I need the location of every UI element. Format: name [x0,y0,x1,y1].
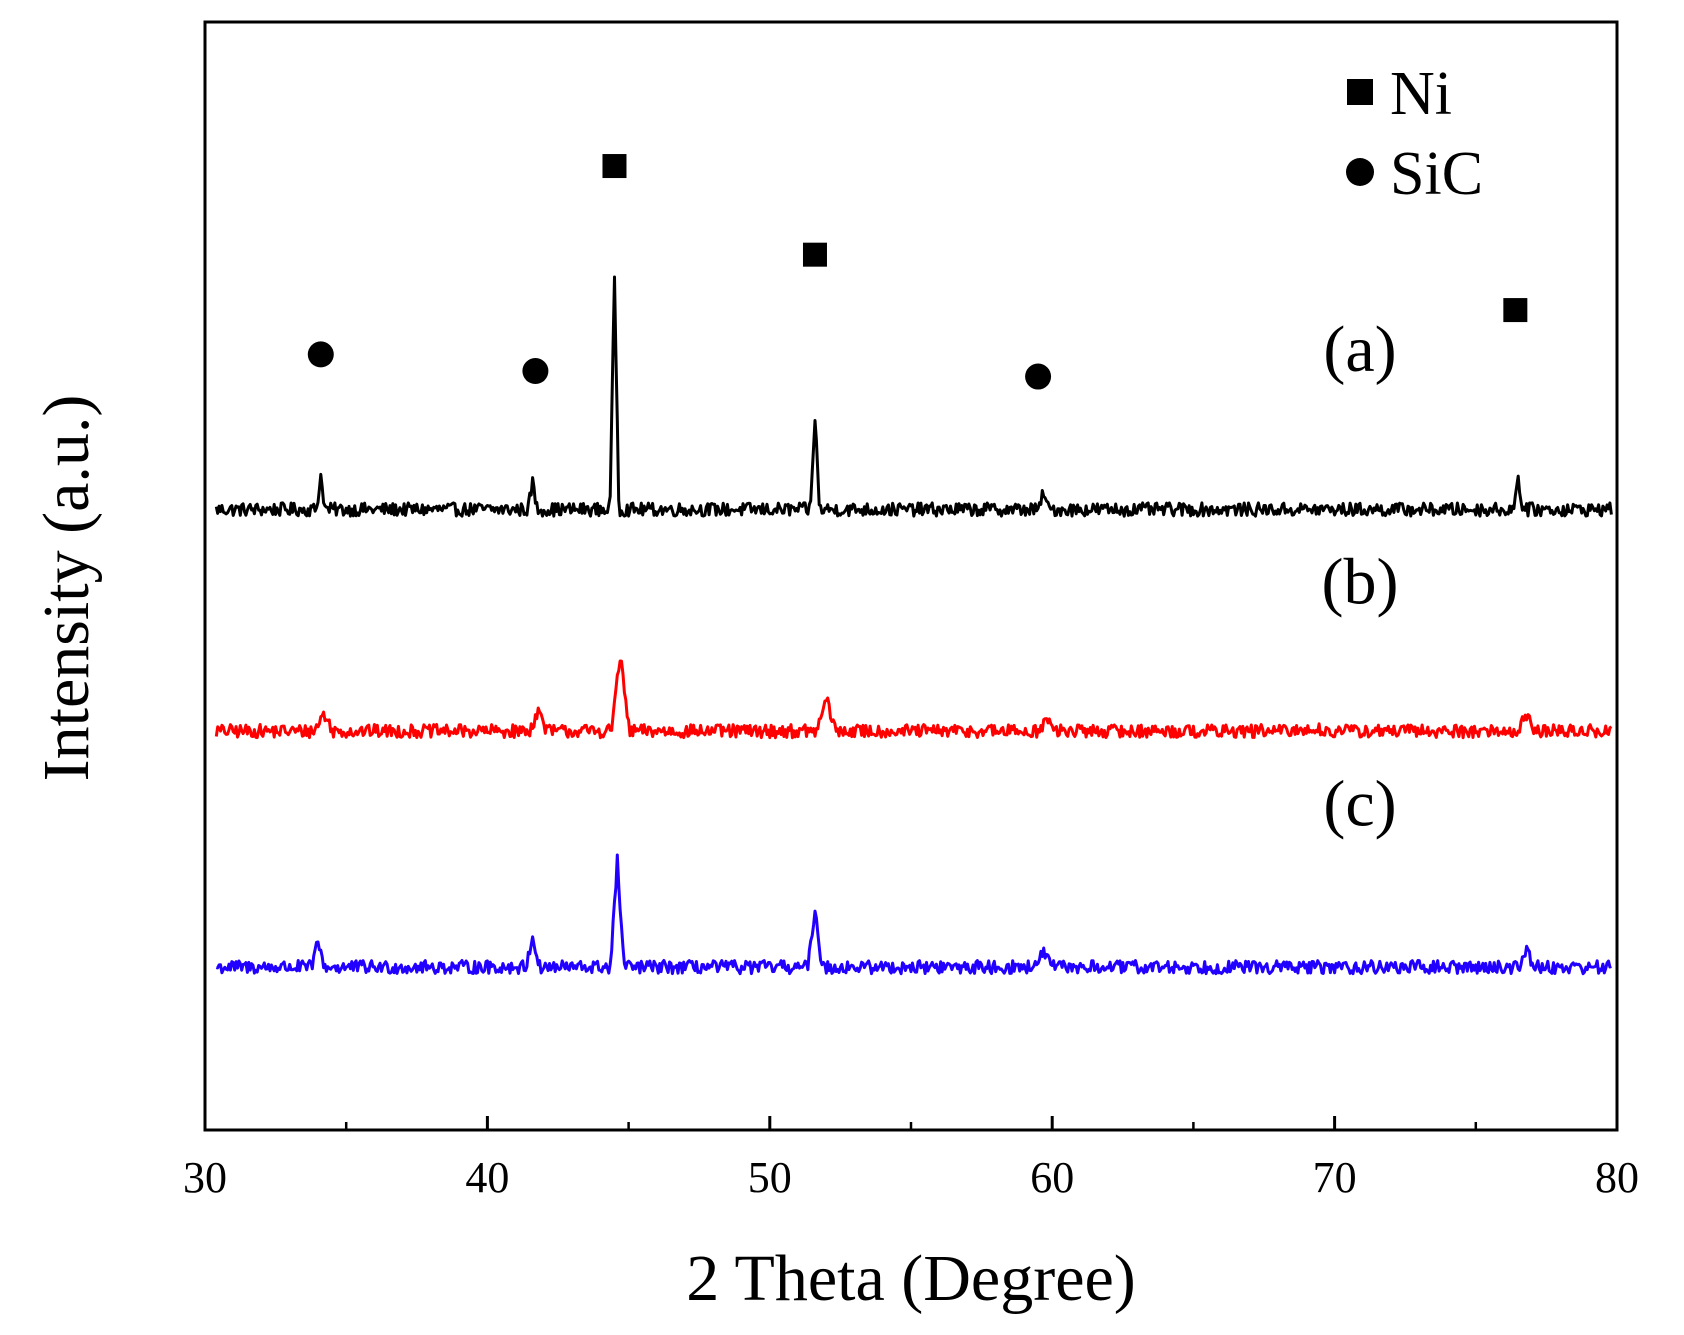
series-layer [214,275,1613,976]
x-tick-label: 40 [465,1153,509,1202]
x-tick-label: 80 [1595,1153,1639,1202]
series-line-a [214,275,1613,518]
ni-peak-marker [802,242,827,267]
x-tick-label: 60 [1030,1153,1074,1202]
series-label-a: (a) [1323,313,1396,386]
axis-layer: 30 40 50 60 70 80 2 Theta (Degree) Intensity (a… [30,20,1639,1315]
series-label-b: (b) [1322,546,1399,619]
series-label-c: (c) [1323,767,1396,840]
x-tick-label: 30 [183,1153,227,1202]
y-axis-title: Intensity (a.u.) [30,395,103,782]
ni-peak-marker [1503,298,1528,323]
x-axis-title: 2 Theta (Degree) [686,1242,1136,1315]
sic-peak-marker [522,358,549,385]
series-line-b [214,659,1613,740]
x-tick-label: 50 [748,1153,792,1202]
legend: Ni SiC [1346,60,1483,208]
series-label-layer: (a) (b) (c) [1322,313,1399,840]
sic-peak-marker [1025,363,1052,390]
legend-sic-circle-icon [1346,158,1374,186]
series-line-c [215,853,1612,976]
legend-label-sic: SiC [1390,140,1483,208]
ni-peak-marker [602,154,627,179]
legend-label-ni: Ni [1390,60,1452,128]
peak-marker-layer [307,154,1528,390]
sic-peak-marker [307,341,334,368]
x-tick-label: 70 [1313,1153,1357,1202]
legend-ni-square-icon [1347,79,1373,105]
